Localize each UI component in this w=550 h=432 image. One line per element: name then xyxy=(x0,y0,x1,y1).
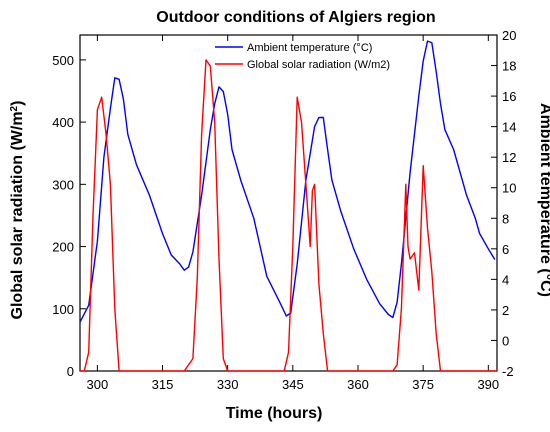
x-tick-label: 360 xyxy=(347,377,369,392)
chart-title: Outdoor conditions of Algiers region xyxy=(156,9,435,26)
x-axis-label: Time (hours) xyxy=(226,405,323,422)
solar-radiation-line xyxy=(80,59,497,372)
y-right-tick-label: 18 xyxy=(502,59,516,74)
x-tick-label: 345 xyxy=(282,377,304,392)
y-axis-left-label-close: ) xyxy=(9,101,26,106)
y-left-tick-label: 400 xyxy=(52,115,74,130)
y-axis-left-label-main: Global solar radiation (W/m xyxy=(9,111,26,319)
x-tick-label: 390 xyxy=(477,377,499,392)
y-left-tick-label: 500 xyxy=(52,53,74,68)
x-axis: 300 315 330 345 360 375 390 xyxy=(87,35,499,392)
y-axis-left-label: Global solar radiation (W/m2) xyxy=(9,101,27,320)
y-axis-right-label: Ambient temperature (°C) xyxy=(537,103,550,297)
x-tick-label: 300 xyxy=(87,377,109,392)
y-right-tick-label: 0 xyxy=(502,333,509,348)
x-tick-label: 315 xyxy=(152,377,174,392)
y-right-tick-label: 16 xyxy=(502,89,516,104)
legend-ambient-temperature-label: Ambient temperature (°C) xyxy=(247,42,372,54)
y-right-tick-label: 12 xyxy=(502,150,516,165)
y-right-tick-label: 20 xyxy=(502,28,516,43)
y-right-tick-label: -2 xyxy=(502,364,514,379)
y-left-tick-label: 300 xyxy=(52,177,74,192)
y-axis-left: 0 100 200 300 400 500 xyxy=(52,53,86,379)
y-left-tick-label: 0 xyxy=(67,364,74,379)
y-right-tick-label: 14 xyxy=(502,120,516,135)
y-right-tick-label: 2 xyxy=(502,303,509,318)
y-right-tick-label: 10 xyxy=(502,181,516,196)
y-left-tick-label: 100 xyxy=(52,302,74,317)
y-left-tick-label: 200 xyxy=(52,240,74,255)
y-right-tick-label: 6 xyxy=(502,242,509,257)
plot-area xyxy=(79,34,498,372)
y-axis-left-label-sup: 2 xyxy=(9,105,20,111)
series-layer xyxy=(79,40,497,372)
legend: Ambient temperature (°C) Global solar rad… xyxy=(215,42,390,71)
y-right-tick-label: 4 xyxy=(502,272,509,287)
plot-border xyxy=(79,34,498,372)
y-right-tick-label: 8 xyxy=(502,211,509,226)
legend-solar-radiation-label: Global solar radiation (W/m2) xyxy=(247,59,390,71)
x-tick-label: 375 xyxy=(412,377,434,392)
y-axis-right: -2 0 2 4 6 8 10 12 14 16 18 20 xyxy=(491,28,516,379)
x-tick-label: 330 xyxy=(217,377,239,392)
